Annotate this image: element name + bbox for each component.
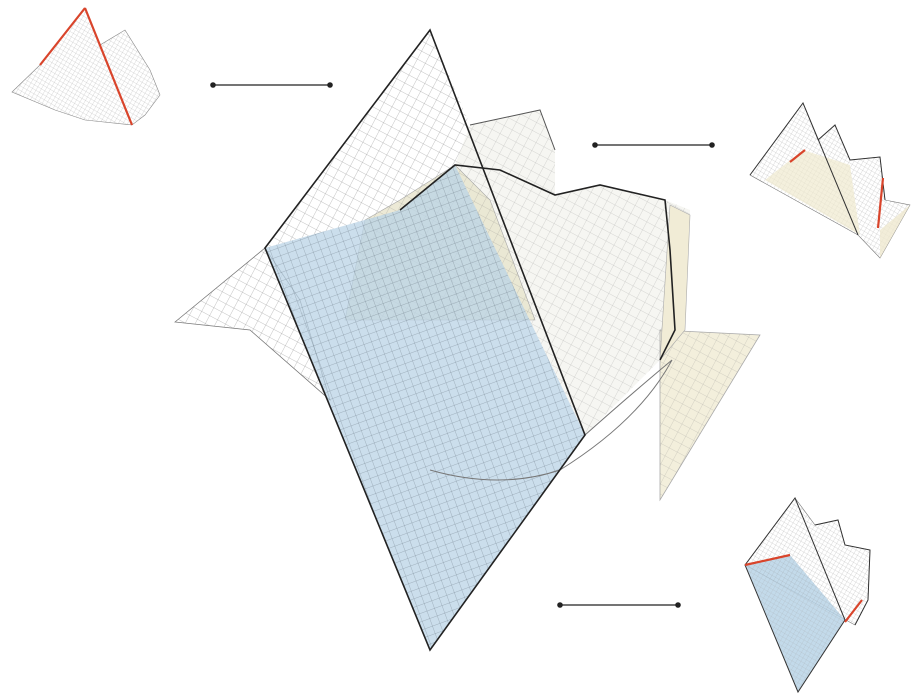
thumb-edge	[39, 7, 134, 126]
outline	[264, 28, 586, 652]
thumbnail	[749, 101, 911, 259]
thumb-outline	[749, 101, 886, 236]
thumb-edge	[744, 553, 863, 623]
connector-dot	[709, 142, 715, 148]
thumb-outline	[744, 496, 871, 694]
ridge-light	[469, 109, 556, 151]
connectors	[210, 82, 715, 608]
connector-dot	[592, 142, 598, 148]
thumb-surface	[11, 7, 161, 126]
connector-dot	[557, 602, 563, 608]
right-yellow-fin-mesh	[660, 330, 760, 500]
thumb-edge	[789, 149, 885, 229]
ridge	[399, 164, 676, 361]
yellow-back	[659, 204, 691, 361]
thumb-yellow	[765, 150, 860, 235]
connector-dot	[327, 82, 333, 88]
connector-dot	[210, 82, 216, 88]
thumb-yellow	[880, 205, 910, 258]
back-surface-mesh	[455, 110, 690, 435]
blue-face-mesh	[265, 165, 585, 650]
main-model	[174, 28, 761, 652]
lower-wing	[429, 359, 673, 481]
connector-dot	[675, 602, 681, 608]
thumbnail	[744, 496, 871, 694]
thumbnail	[11, 7, 161, 126]
